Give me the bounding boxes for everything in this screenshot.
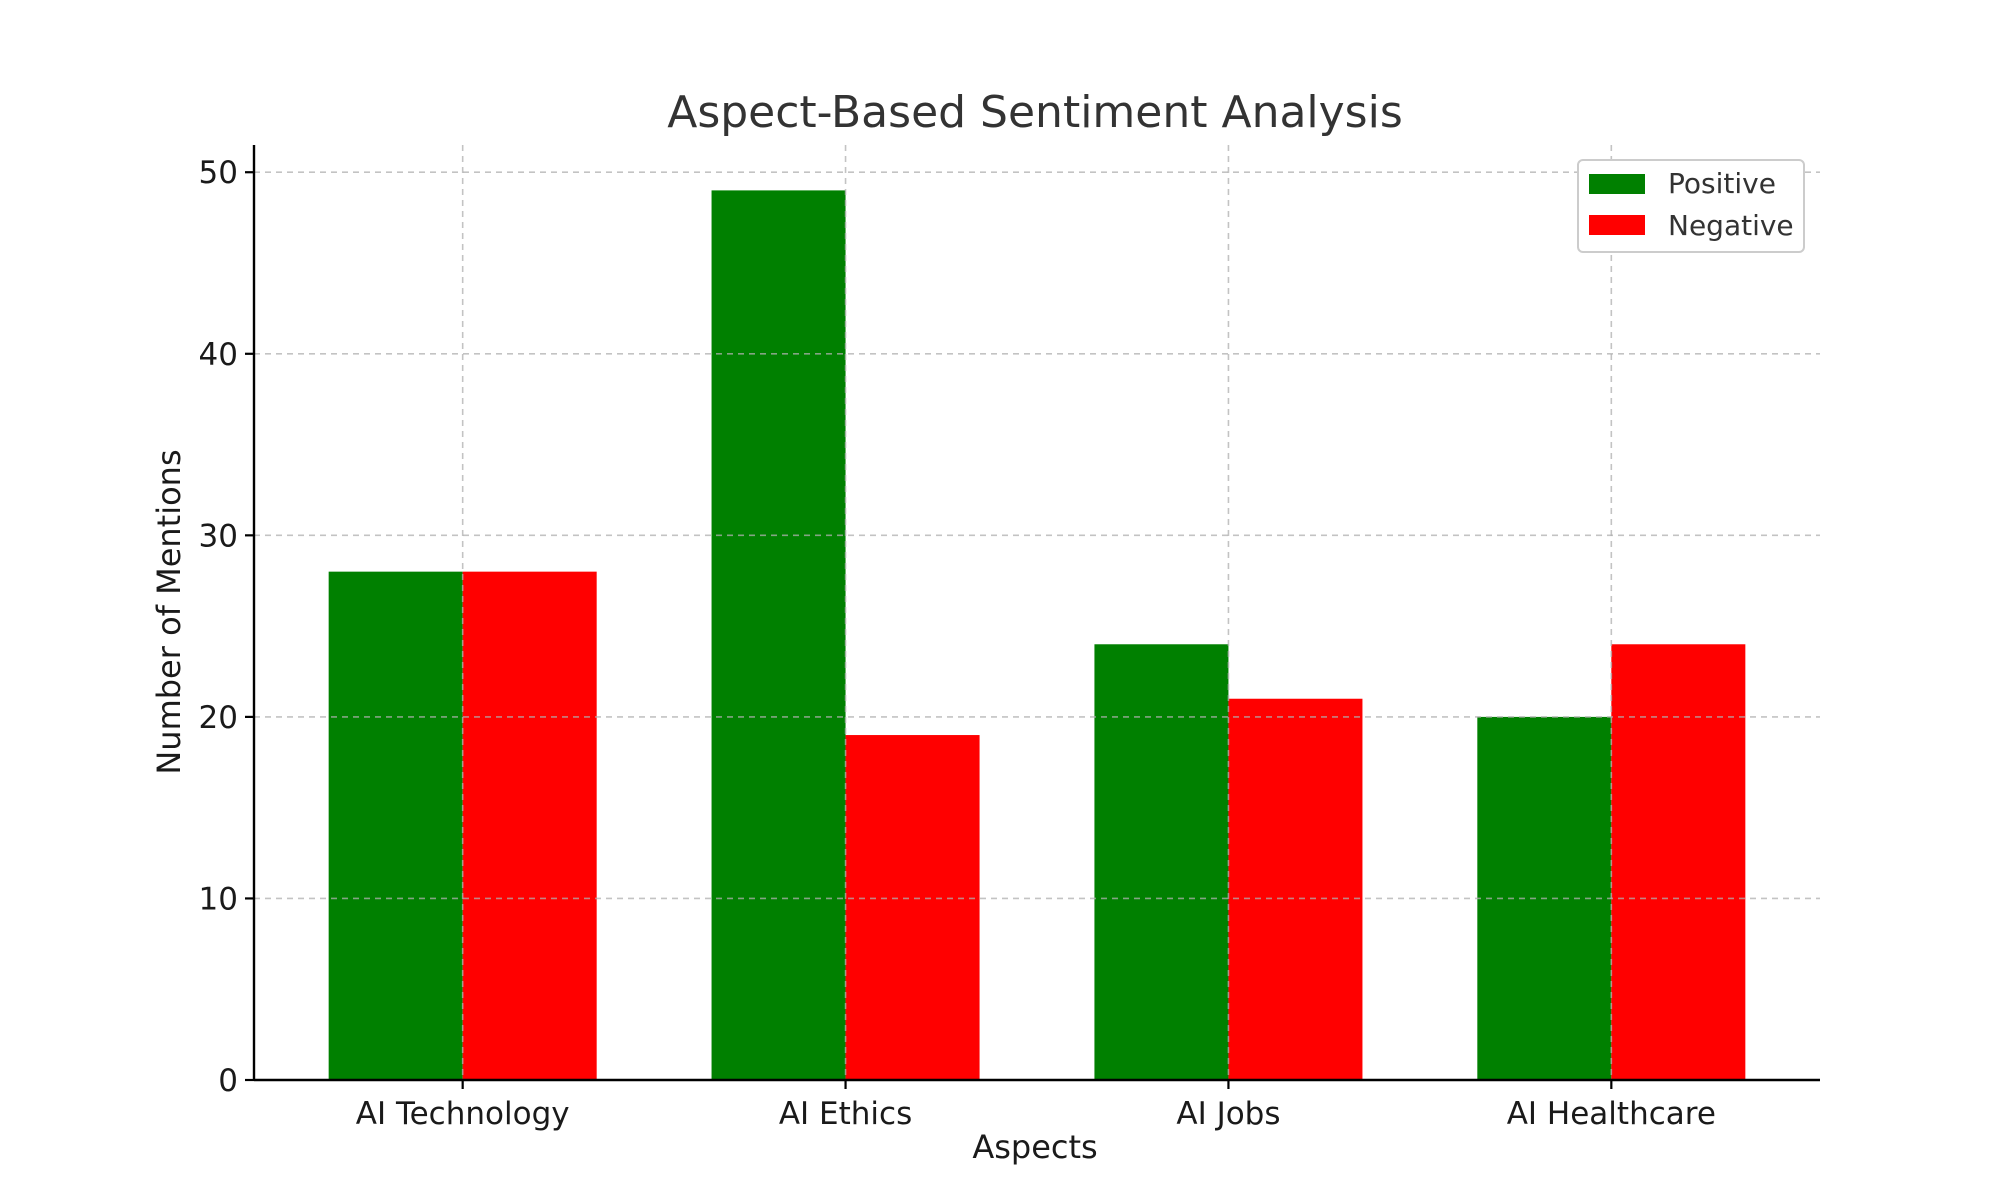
x-axis-title: Aspects (972, 1128, 1097, 1166)
bars-layer (328, 190, 1746, 1080)
grid-layer (254, 145, 1820, 1080)
bar-negative-2 (1228, 698, 1363, 1080)
legend-label-negative: Negative (1668, 209, 1794, 242)
y-tick-label: 40 (199, 337, 238, 373)
y-tick-label: 10 (199, 881, 238, 917)
legend-label-positive: Positive (1668, 167, 1776, 200)
bar-positive-2 (1094, 644, 1229, 1080)
y-axis-title: Number of Mentions (150, 449, 188, 774)
y-tick-label: 20 (199, 700, 238, 736)
y-tick-label: 0 (218, 1063, 238, 1099)
x-tick-label: AI Technology (356, 1096, 570, 1132)
x-tick-label: AI Ethics (779, 1096, 912, 1132)
bar-negative-1 (845, 735, 980, 1080)
bar-positive-0 (328, 571, 463, 1080)
legend-swatch-negative (1589, 215, 1645, 235)
chart-title: Aspect-Based Sentiment Analysis (667, 87, 1403, 138)
axes-layer (252, 145, 1820, 1082)
x-tick-label: AI Healthcare (1507, 1096, 1716, 1132)
bar-positive-1 (711, 190, 846, 1080)
legend-swatch-positive (1589, 174, 1645, 194)
x-tick-label: AI Jobs (1176, 1096, 1280, 1132)
bar-negative-3 (1611, 644, 1746, 1080)
y-tick-label: 50 (199, 155, 238, 191)
y-tick-label: 30 (199, 518, 238, 554)
legend: Positive Negative (1577, 159, 1805, 253)
bar-negative-0 (462, 571, 597, 1080)
ticks-layer: 0 10 20 30 40 50 AI Technology AI Ethics AI Jobs… (199, 155, 1716, 1132)
